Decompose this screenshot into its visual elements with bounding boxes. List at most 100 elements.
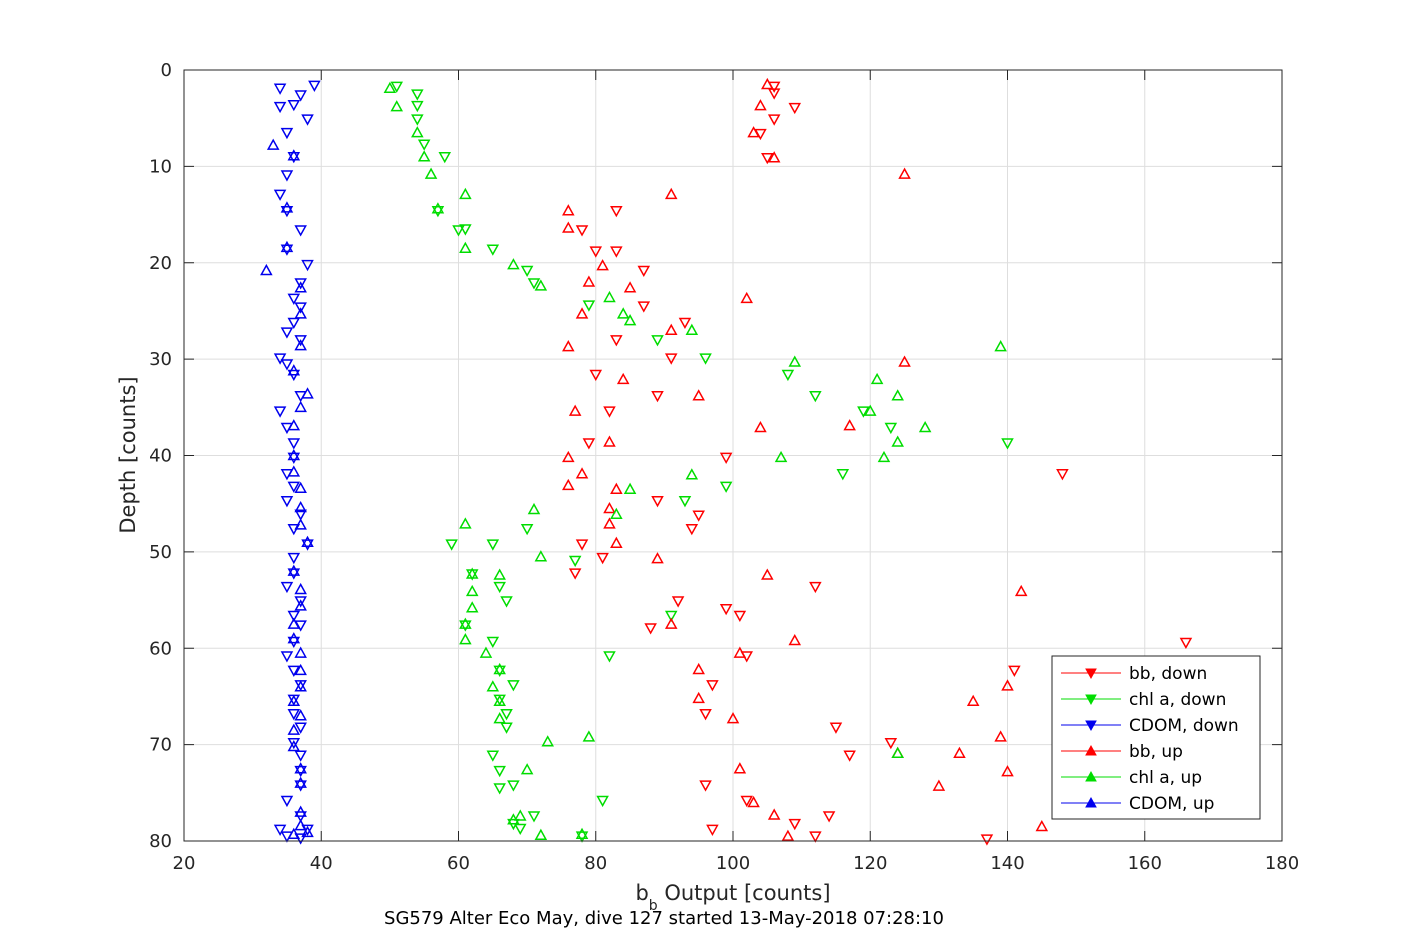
point-chl-a-up: [459, 241, 472, 254]
point-bb-down: [589, 369, 603, 382]
point-bb-down: [610, 205, 623, 218]
point-chl-a-down: [411, 100, 424, 113]
point-bb-down: [699, 780, 712, 792]
point-cdom-down: [301, 114, 314, 126]
point-cdom-down: [287, 151, 301, 164]
point-bb-up: [692, 389, 705, 401]
point-cdom-up: [287, 465, 301, 477]
point-chl-a-down: [568, 555, 582, 568]
point-bb-up: [562, 340, 575, 352]
point-chl-a-down: [431, 205, 445, 218]
point-cdom-down: [287, 452, 301, 464]
point-chl-a-up: [507, 813, 520, 825]
point-bb-up: [953, 746, 966, 759]
point-chl-a-down: [857, 406, 870, 418]
point-chl-a-down: [836, 469, 850, 481]
point-cdom-down: [273, 406, 287, 418]
x-tick-label: 140: [990, 853, 1024, 874]
point-chl-a-down: [493, 783, 506, 795]
point-chl-a-down: [486, 539, 500, 551]
point-bb-up: [610, 536, 623, 548]
point-bb-down: [568, 568, 582, 580]
point-chl-a-down: [809, 390, 822, 403]
point-cdom-down: [287, 552, 301, 565]
point-chl-a-up: [685, 468, 699, 480]
legend-label-bb-up: bb, up: [1129, 742, 1183, 762]
point-cdom-up: [287, 694, 301, 707]
point-chl-a-down: [417, 139, 431, 151]
point-cdom-down: [273, 353, 287, 365]
point-bb-down: [822, 811, 836, 823]
point-cdom-up: [294, 281, 307, 293]
point-chl-a-down: [459, 620, 472, 632]
x-axis-label-subscript: b: [649, 898, 658, 914]
point-chl-a-up: [459, 617, 472, 629]
x-tick-label: 40: [310, 853, 333, 874]
point-chl-a-up: [479, 646, 493, 658]
point-chl-a-up: [459, 517, 472, 529]
point-bb-up: [932, 779, 946, 791]
point-chl-a-up: [486, 680, 500, 692]
point-chl-a-up: [513, 809, 527, 821]
point-bb-down: [692, 510, 705, 522]
point-chl-a-down: [486, 750, 500, 762]
point-chl-a-up: [390, 100, 404, 112]
point-chl-a-up: [465, 584, 479, 597]
point-bb-down: [610, 246, 623, 258]
point-bb-up: [603, 435, 616, 447]
point-chl-a-down: [603, 651, 616, 663]
point-chl-a-up: [891, 435, 904, 447]
point-bb-down: [706, 824, 719, 836]
point-chl-a-up: [417, 150, 431, 162]
point-chl-a-up: [493, 712, 506, 724]
point-chl-a-up: [507, 258, 520, 270]
point-bb-up: [733, 646, 747, 658]
point-bb-up: [1014, 584, 1028, 597]
point-chl-a-up: [774, 450, 788, 463]
point-chl-a-up: [527, 502, 541, 515]
point-chl-a-down: [719, 481, 733, 493]
point-cdom-down: [294, 509, 307, 521]
point-bb-up: [568, 404, 582, 416]
point-bb-up: [610, 482, 623, 494]
point-chl-a-down: [445, 539, 458, 551]
point-cdom-down: [294, 335, 307, 347]
point-cdom-down: [294, 302, 307, 314]
point-cdom-down: [294, 765, 307, 778]
point-chl-a-down: [596, 795, 609, 808]
point-cdom-up: [260, 263, 273, 276]
point-bb-down: [733, 610, 747, 623]
point-chl-a-down: [699, 353, 712, 365]
point-cdom-up: [287, 723, 301, 735]
point-bb-up: [966, 694, 980, 707]
point-bb-up: [664, 617, 678, 629]
point-chl-a-up: [541, 735, 554, 747]
point-bb-down: [829, 722, 843, 734]
point-chl-a-up: [623, 482, 637, 494]
y-tick-label: 10: [149, 156, 172, 177]
point-bb-down: [644, 623, 657, 635]
point-bb-up: [747, 126, 760, 138]
point-bb-up: [562, 204, 575, 216]
point-cdom-down: [287, 481, 301, 493]
point-cdom-up: [294, 680, 307, 692]
point-bb-down: [788, 102, 802, 115]
point-bb-up: [1001, 679, 1014, 691]
legend-marker-cdom-down: [1085, 720, 1097, 732]
point-cdom-up: [301, 825, 314, 838]
point-chl-a-up: [493, 568, 506, 580]
point-bb-up: [562, 450, 575, 463]
point-bb-up: [603, 517, 616, 529]
legend-marker-chl-a-up: [1085, 770, 1097, 782]
point-bb-down: [685, 523, 699, 536]
legend-label-cdom-up: CDOM, up: [1129, 794, 1214, 814]
point-cdom-down: [294, 780, 307, 792]
point-chl-a-down: [520, 265, 534, 278]
point-chl-a-down: [493, 581, 506, 594]
point-chl-a-up: [493, 694, 506, 707]
point-cdom-down: [287, 317, 301, 330]
x-tick-label: 20: [173, 853, 196, 874]
point-chl-a-down: [520, 523, 534, 536]
point-bb-down: [664, 353, 678, 365]
point-bb-down: [809, 581, 822, 594]
